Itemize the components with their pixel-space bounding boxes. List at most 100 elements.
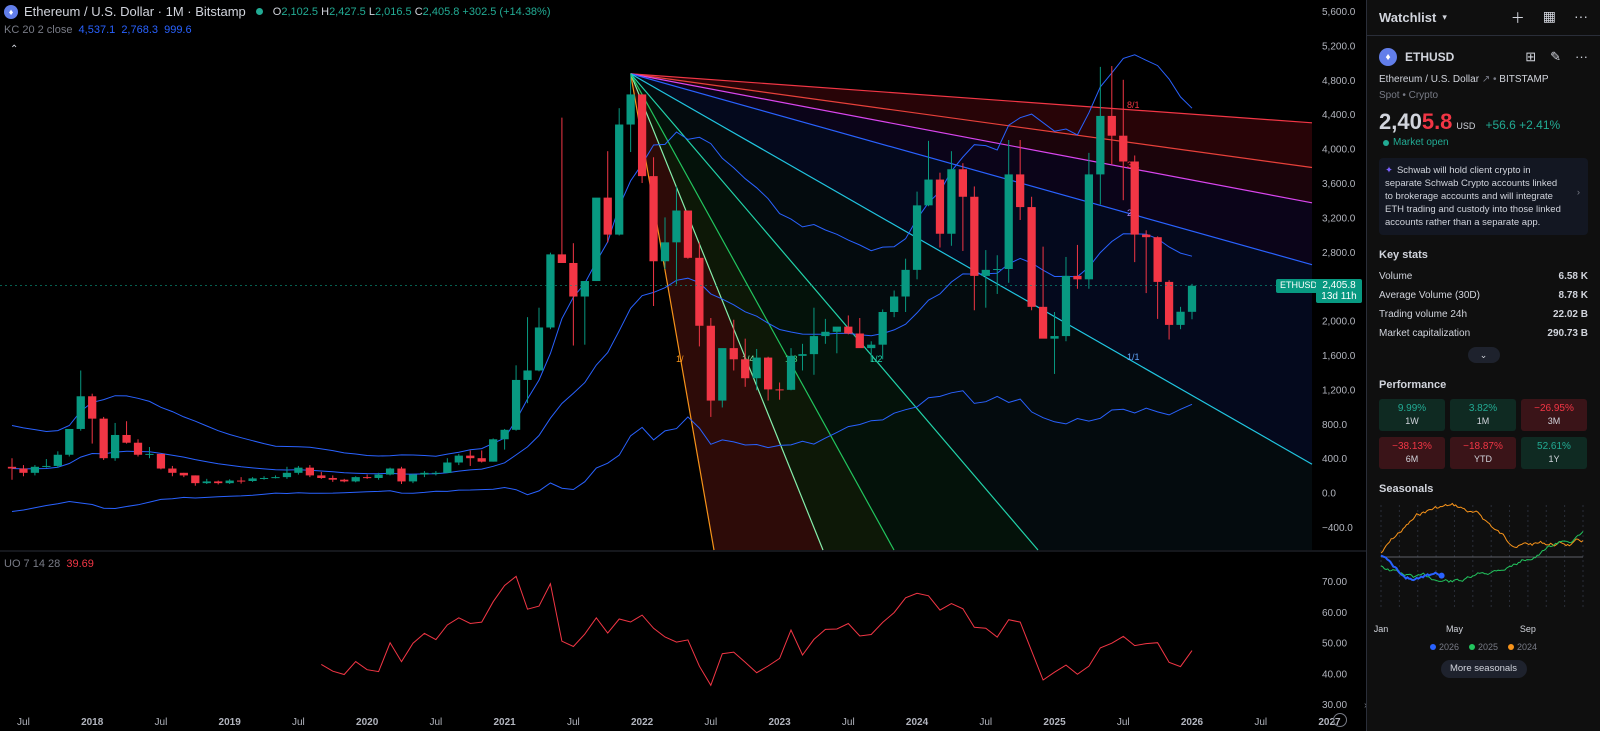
time-axis-label: Jul — [704, 717, 717, 728]
symbol-legend[interactable]: ♦ Ethereum / U.S. Dollar · 1M · Bitstamp… — [4, 4, 551, 19]
price-axis-tick: 400.0 — [1322, 454, 1347, 465]
time-axis-label: 2019 — [219, 717, 242, 728]
candle-body — [99, 418, 108, 459]
perf-1y[interactable]: 52.61% 1Y — [1521, 437, 1587, 469]
candle-body — [603, 197, 612, 235]
candle-body — [924, 179, 933, 206]
more-seasonals-button[interactable]: More seasonals — [1440, 660, 1527, 678]
candle-body — [546, 254, 555, 328]
symbol-title[interactable]: Ethereum / U.S. Dollar · 1M · Bitstamp — [24, 4, 246, 19]
candle-body — [534, 327, 544, 371]
kc-legend[interactable]: KC 20 2 close 4,537.1 2,768.3 999.6 — [4, 24, 192, 36]
advanced-view-icon[interactable]: ▦ — [1542, 7, 1556, 24]
candle-body — [660, 242, 670, 262]
external-link-icon[interactable]: ↗ — [1481, 74, 1491, 85]
price-axis-tick: 2,000.0 — [1322, 317, 1356, 328]
candle-body — [1073, 275, 1082, 280]
candle-body — [53, 454, 62, 466]
axes[interactable]: 5,600.0 5,200.0 4,800.0 4,400.0 4,000.0 3,600… — [17, 7, 1356, 728]
collapse-legend-chevron-icon[interactable]: ⌃ — [10, 44, 19, 55]
edit-note-icon[interactable]: ✎ — [1550, 49, 1561, 64]
add-symbol-icon[interactable]: ＋ — [1510, 9, 1525, 26]
chart-settings-icon[interactable] — [1333, 713, 1347, 727]
candle-body — [763, 357, 773, 390]
price-chart[interactable]: 8/13/12/11/11/1/41/31/2 5,600.05,200.04,… — [0, 0, 1366, 731]
candle-body — [1016, 174, 1025, 208]
candle-body — [30, 466, 40, 473]
candle-body — [454, 455, 463, 463]
seasonal-month-label: Jan — [1374, 624, 1389, 634]
more-options-icon[interactable]: ··· — [1574, 7, 1588, 24]
performance-title: Performance — [1379, 379, 1447, 391]
watchlist-title[interactable]: Watchlist — [1379, 10, 1437, 25]
watchlist-header: Watchlist ▾ ＋ ▦ ··· — [1367, 0, 1600, 36]
seasonal-month-label: May — [1446, 624, 1464, 634]
seasonal-line-2024 — [1380, 502, 1584, 554]
time-axis-label: 2021 — [493, 717, 516, 728]
uo-line — [321, 575, 1193, 687]
chart-area[interactable]: 8/13/12/11/11/1/41/31/2 5,600.05,200.04,… — [0, 0, 1367, 731]
perf-3m[interactable]: −26.95% 3M — [1521, 399, 1587, 431]
price-axis-tick: 4,000.0 — [1322, 145, 1356, 156]
perf-6m[interactable]: −38.13% 6M — [1379, 437, 1445, 469]
perf-1m[interactable]: 3.82% 1M — [1450, 399, 1516, 431]
candle-body — [1038, 306, 1048, 339]
candle-body — [259, 477, 269, 479]
price-axis-tick: 800.0 — [1322, 420, 1347, 431]
seasonal-month-label: Sep — [1520, 624, 1536, 634]
fan-label: 1/1 — [1127, 352, 1140, 362]
market-status: Market open — [1367, 135, 1600, 148]
kc-lower-line — [11, 390, 1193, 512]
candle-body — [374, 474, 383, 478]
candle-body — [122, 434, 131, 443]
time-axis-label: Jul — [17, 717, 30, 728]
candle-body — [1176, 311, 1185, 325]
candle-body — [225, 480, 234, 484]
candle-body — [958, 169, 967, 197]
expand-stats-chevron-icon[interactable]: ⌄ — [1467, 347, 1500, 363]
candle-body — [1096, 115, 1105, 175]
stat-row: Volume 6.58 K — [1379, 271, 1588, 282]
candle-body — [706, 325, 715, 401]
candle-body — [523, 370, 532, 380]
chevron-down-icon[interactable]: ▾ — [1442, 12, 1447, 22]
right-sidebar: Watchlist ▾ ＋ ▦ ··· ♦ ETHUSD ⊞ ✎ ··· Eth… — [1366, 0, 1600, 731]
candle-body — [466, 455, 475, 459]
price-axis-tick: 3,200.0 — [1322, 213, 1356, 224]
more-options-icon[interactable]: ··· — [1575, 49, 1588, 64]
candle-body — [637, 94, 647, 177]
news-headline[interactable]: ✦ Schwab will hold client crypto in separ… — [1379, 158, 1588, 235]
candle-body — [695, 257, 704, 326]
time-axis-label: Jul — [1117, 717, 1130, 728]
seasonals-chart[interactable]: Jan May Sep — [1367, 495, 1600, 635]
sparkle-icon: ✦ — [1385, 165, 1393, 176]
stat-row: Average Volume (30D) 8.78 K — [1379, 290, 1588, 301]
candle-body — [1004, 174, 1013, 269]
uo-legend[interactable]: UO 7 14 28 39.69 — [4, 558, 94, 570]
candle-body — [890, 296, 899, 312]
time-axis-label: 2026 — [1181, 717, 1204, 728]
candle-body — [328, 477, 337, 480]
candle-body — [569, 262, 578, 297]
candle-body — [156, 453, 166, 469]
perf-ytd[interactable]: −18.87% YTD — [1450, 437, 1516, 469]
gann-fan-drawing[interactable]: 8/13/12/11/11/1/41/31/2 — [630, 73, 1313, 551]
candle-body — [626, 94, 635, 125]
time-axis-label: Jul — [155, 717, 168, 728]
fan-ray — [630, 73, 824, 551]
symbol-description: Ethereum / U.S. Dollar ↗ • BITSTAMP — [1379, 74, 1549, 85]
uo-axis-tick: 70.00 — [1322, 577, 1347, 588]
symbol-details-header: ♦ ETHUSD ⊞ ✎ ··· — [1367, 36, 1600, 66]
candle-body — [19, 468, 28, 473]
perf-1w[interactable]: 9.99% 1W — [1379, 399, 1445, 431]
candle-body — [901, 269, 910, 297]
symbol-name[interactable]: ETHUSD — [1405, 50, 1455, 64]
price-axis-tick: 5,200.0 — [1322, 41, 1356, 52]
candle-body — [557, 254, 567, 263]
price-axis-tick: 1,600.0 — [1322, 351, 1356, 362]
candle-body — [993, 269, 1002, 270]
stat-row: Market capitalization 290.73 B — [1379, 328, 1588, 339]
candle-body — [981, 269, 990, 276]
layout-grid-icon[interactable]: ⊞ — [1525, 49, 1537, 64]
expand-sidebar-icon[interactable]: › — [1364, 700, 1367, 711]
